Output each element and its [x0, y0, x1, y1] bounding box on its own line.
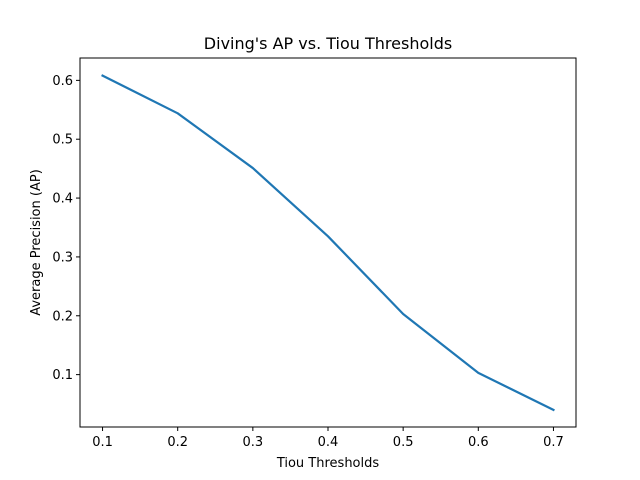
plot-area: 0.1 0.2 0.3 0.4 0.5 0.6 0.7 0.1 0.2 0.3 0.4 0.5 0.6	[52, 57, 577, 450]
x-axis: 0.1 0.2 0.3 0.4 0.5 0.6 0.7	[92, 427, 564, 450]
y-axis-label: Average Precision (AP)	[29, 169, 44, 316]
y-tick-label: 0.3	[52, 250, 73, 265]
y-axis: 0.1 0.2 0.3 0.4 0.5 0.6	[52, 74, 80, 383]
x-tick-label: 0.6	[468, 435, 489, 450]
x-tick-label: 0.7	[543, 435, 564, 450]
x-axis-label: Tiou Thresholds	[276, 456, 380, 471]
x-tick-label: 0.2	[167, 435, 188, 450]
series-line	[101, 74, 555, 412]
y-tick-label: 0.4	[52, 192, 73, 207]
y-tick-label: 0.1	[52, 368, 73, 383]
chart-title: Diving's AP vs. Tiou Thresholds	[204, 34, 452, 53]
series-group	[101, 74, 555, 412]
x-tick-label: 0.5	[393, 435, 414, 450]
x-tick-label: 0.4	[318, 435, 339, 450]
y-tick-label: 0.5	[52, 133, 73, 148]
x-tick-label: 0.1	[92, 435, 113, 450]
y-tick-label: 0.6	[52, 74, 73, 89]
plot-frame	[79, 57, 577, 428]
y-tick-label: 0.2	[52, 309, 73, 324]
x-tick-label: 0.3	[243, 435, 264, 450]
